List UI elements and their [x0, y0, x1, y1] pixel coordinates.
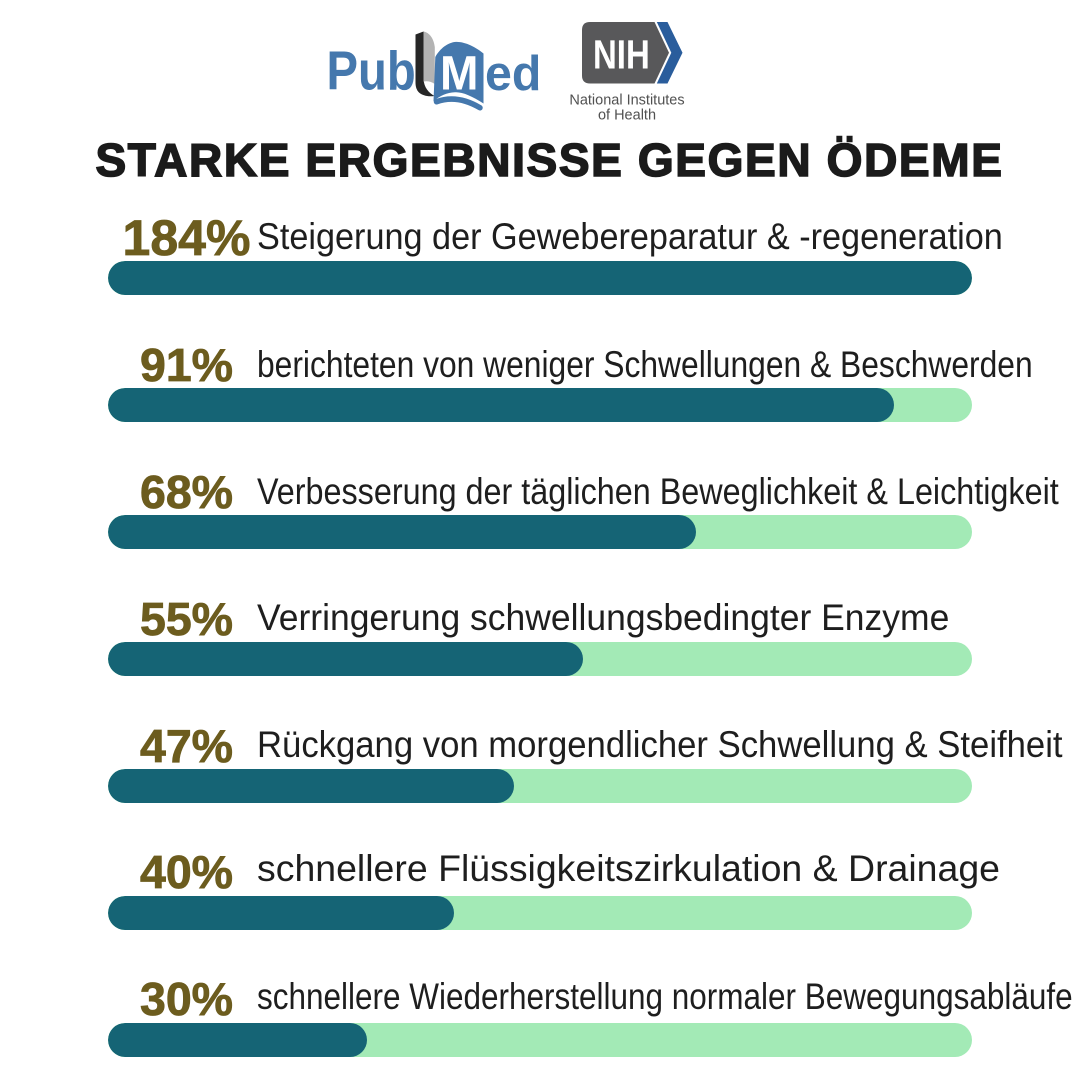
svg-text:of Health: of Health — [598, 108, 656, 124]
svg-text:ed: ed — [485, 47, 541, 101]
svg-text:M: M — [440, 46, 478, 100]
svg-text:Pub: Pub — [327, 40, 416, 101]
svg-text:National Institutes: National Institutes — [569, 93, 684, 109]
svg-text:NIH: NIH — [593, 31, 650, 77]
